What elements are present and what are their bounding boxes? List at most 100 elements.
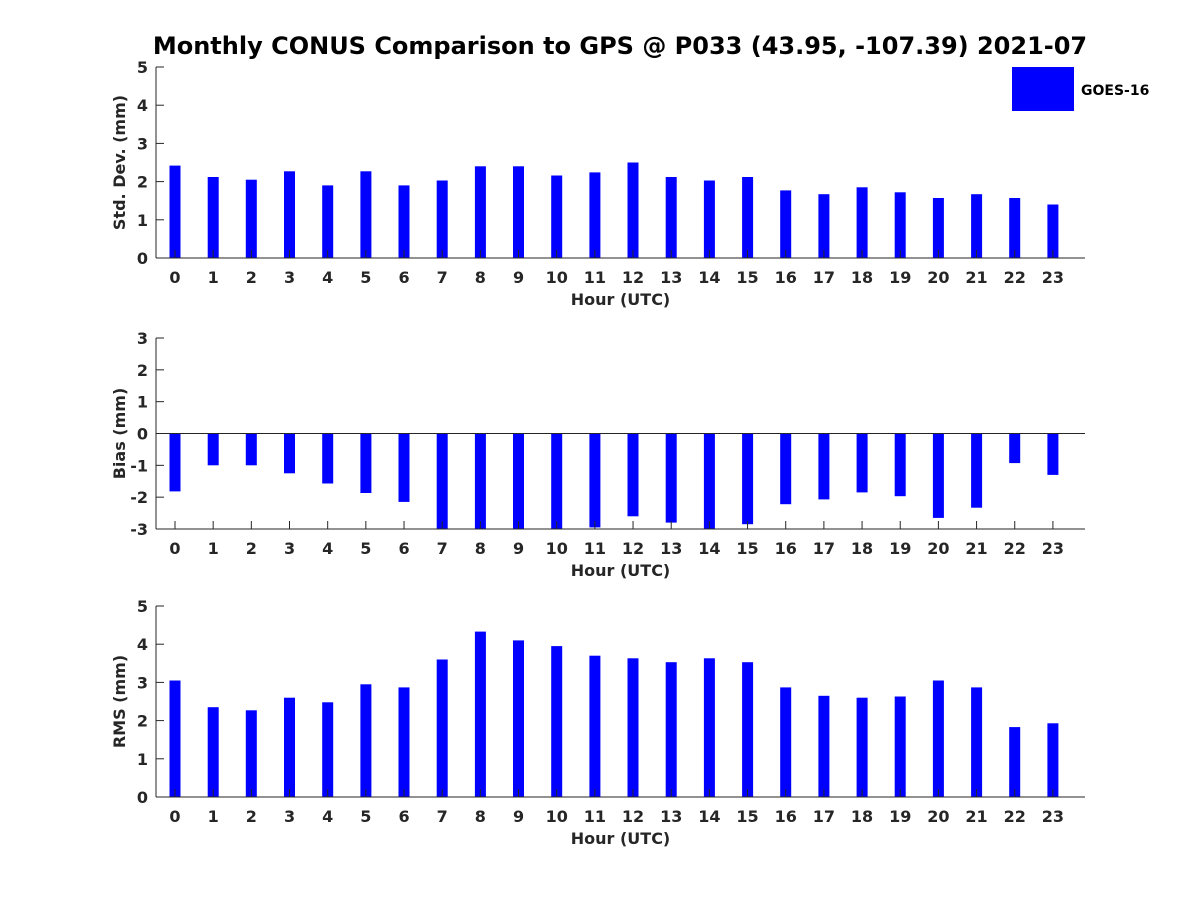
bar [1009,727,1021,797]
y-tick-label: 2 [137,712,148,731]
x-tick-label: 0 [169,268,180,287]
x-tick-label: 10 [546,539,568,558]
bar [894,192,906,258]
bar [589,433,601,528]
x-tick-label: 11 [584,268,606,287]
x-tick-label: 17 [813,268,835,287]
x-tick-label: 15 [736,539,758,558]
x-tick-label: 7 [437,268,448,287]
x-tick-label: 18 [851,268,873,287]
y-tick-label: -3 [130,520,148,539]
x-tick-label: 12 [622,807,644,826]
x-tick-label: 2 [246,539,257,558]
x-tick-label: 22 [1004,539,1026,558]
bar [627,433,639,517]
x-tick-label: 21 [965,539,987,558]
bar [322,185,334,258]
bar [551,175,563,258]
x-tick-label: 1 [208,807,219,826]
bar [245,179,257,258]
x-tick-label: 17 [813,807,835,826]
x-tick-label: 13 [660,268,682,287]
bar [436,433,448,529]
bar [703,180,715,258]
bar [818,695,830,797]
x-tick-label: 1 [208,539,219,558]
y-tick-label: 1 [137,393,148,412]
x-tick-label: 9 [513,807,524,826]
x-tick-label: 22 [1004,807,1026,826]
bar [436,180,448,258]
y-tick-label: 0 [137,249,148,268]
bar [322,433,334,484]
y-tick-label: 4 [137,96,148,115]
x-tick-label: 1 [208,268,219,287]
y-tick-label: 3 [137,329,148,348]
bar [589,655,601,797]
x-tick-label: 6 [398,539,409,558]
x-tick-label: 0 [169,539,180,558]
x-tick-label: 11 [584,539,606,558]
y-axis-label: Bias (mm) [110,388,129,480]
bar [284,171,295,258]
bar [703,433,715,529]
bar [474,433,486,529]
bar [856,187,868,258]
x-tick-label: 21 [965,268,987,287]
x-tick-label: 20 [927,807,949,826]
bar [665,177,677,258]
x-axis-label: Hour (UTC) [571,561,671,580]
x-tick-label: 18 [851,539,873,558]
x-tick-label: 20 [927,268,949,287]
bar [360,684,372,797]
y-tick-label: 1 [137,750,148,769]
bar [742,662,754,797]
bar [360,171,372,258]
bar [398,687,410,797]
bar [513,640,524,797]
bar [322,702,334,797]
bar [360,433,372,493]
x-tick-label: 23 [1042,539,1064,558]
bar [1047,433,1059,475]
bar [742,177,754,258]
x-tick-label: 23 [1042,268,1064,287]
bar [169,433,181,492]
x-tick-label: 3 [284,807,295,826]
bar [894,433,906,497]
x-tick-label: 4 [322,268,333,287]
bar [703,658,715,797]
legend-swatch [1012,67,1074,111]
y-tick-label: 0 [137,425,148,444]
y-axis-label: RMS (mm) [110,655,129,748]
x-tick-label: 10 [546,807,568,826]
x-tick-label: 15 [736,807,758,826]
bar [818,433,830,500]
x-tick-label: 14 [698,539,720,558]
bar [1009,198,1021,258]
y-tick-label: 5 [137,597,148,616]
bar [971,687,983,797]
bar [894,696,906,797]
x-tick-label: 5 [360,539,371,558]
x-axis-label: Hour (UTC) [571,829,671,848]
x-tick-label: 19 [889,807,911,826]
bar [207,177,219,258]
bar [207,433,219,466]
x-tick-label: 2 [246,807,257,826]
y-tick-label: 1 [137,211,148,230]
x-tick-label: 3 [284,268,295,287]
x-tick-label: 14 [698,268,720,287]
x-tick-label: 10 [546,268,568,287]
x-tick-label: 19 [889,268,911,287]
bar [1047,204,1059,258]
x-tick-label: 14 [698,807,720,826]
bar [245,433,257,466]
x-tick-label: 21 [965,807,987,826]
x-tick-label: 9 [513,268,524,287]
bar [780,433,792,505]
x-tick-label: 8 [475,807,486,826]
bar [551,646,563,797]
